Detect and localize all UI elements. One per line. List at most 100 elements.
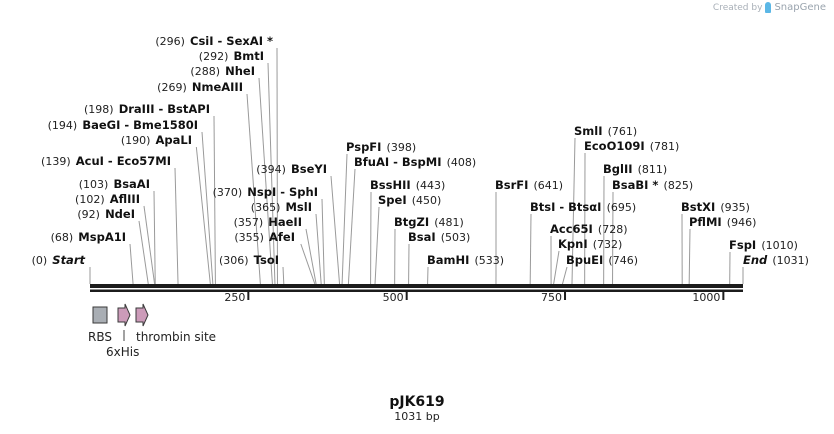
site-position: (1031) bbox=[772, 254, 809, 267]
site-name: BamHI bbox=[427, 253, 469, 267]
restriction-site: BstXI (935) bbox=[681, 200, 750, 214]
site-label: BsaBI * (825) bbox=[612, 174, 693, 193]
site-label: EcoO109I (781) bbox=[584, 135, 679, 154]
rbs-box-icon bbox=[92, 306, 108, 324]
site-leader-line bbox=[321, 198, 325, 285]
site-label: (394) BseYI bbox=[256, 158, 327, 177]
site-label: (190) ApaLI bbox=[121, 129, 192, 148]
site-label: BfuAI - BspMI (408) bbox=[354, 151, 476, 170]
site-position: (92) bbox=[77, 208, 100, 221]
ruler-ticks: 250 500 750 1000 bbox=[224, 291, 725, 304]
site-label: SpeI (450) bbox=[378, 189, 441, 208]
restriction-site: BtsI - BtsαI (695) bbox=[530, 200, 636, 214]
watermark-prefix: Created by bbox=[712, 2, 763, 13]
restriction-site: (269) NmeAIII bbox=[157, 80, 243, 94]
restriction-site: SmlI (761) bbox=[574, 120, 637, 139]
restriction-site: BsrFI (641) bbox=[495, 178, 564, 192]
site-leader-line bbox=[688, 228, 691, 285]
restriction-site: (103) BsaAI bbox=[79, 177, 150, 191]
site-name: AcuI - Eco57MI bbox=[76, 154, 171, 168]
site-name: PflMI bbox=[689, 215, 722, 229]
site-name: AfeI bbox=[269, 230, 295, 244]
site-name: NheI bbox=[225, 64, 255, 78]
snapgene-watermark: Created by SnapGene bbox=[713, 2, 826, 13]
site-position: (306) bbox=[219, 254, 249, 267]
tick-mark bbox=[247, 292, 250, 300]
site-name: NmeAIII bbox=[192, 80, 243, 94]
restriction-site: FspI (1010) bbox=[729, 234, 798, 253]
site-position: (481) bbox=[434, 216, 464, 229]
site-name: BsaBI * bbox=[612, 178, 658, 192]
site-name: TsoI bbox=[254, 253, 279, 267]
site-name: MspA1I bbox=[78, 230, 126, 244]
site-name: BfuAI - BspMI bbox=[354, 155, 441, 169]
site-name: KpnI bbox=[558, 237, 588, 251]
site-position: (365) bbox=[251, 201, 281, 214]
site-position: (394) bbox=[256, 163, 286, 176]
site-name: AflIII bbox=[110, 192, 140, 206]
site-labels: (0) Start (68) MspA1I (92) NdeI(102) AflII… bbox=[32, 30, 809, 268]
site-leader-line bbox=[341, 153, 348, 285]
restriction-site: (355) AfeI bbox=[234, 230, 295, 244]
site-label: BsaI (503) bbox=[408, 226, 470, 245]
sequence-backbone bbox=[90, 284, 743, 292]
site-name: EcoO109I bbox=[584, 139, 645, 153]
site-position: (288) bbox=[190, 65, 220, 78]
tick-label: 500 bbox=[383, 291, 404, 304]
feature-6xhis[interactable]: 6xHis bbox=[106, 303, 139, 359]
restriction-site: BamHI (533) bbox=[427, 253, 504, 267]
site-position: (198) bbox=[84, 103, 114, 116]
site-label: (370) NspI - SphI bbox=[213, 181, 318, 200]
site-leader-line bbox=[201, 131, 214, 285]
site-label: End (1031) bbox=[743, 249, 809, 268]
feature-arrow-icon bbox=[117, 303, 131, 327]
tick-mark bbox=[405, 292, 408, 300]
site-label: (194) BaeGI - Bme1580I bbox=[48, 114, 198, 133]
site-position: (811) bbox=[638, 163, 668, 176]
site-label: PflMI (946) bbox=[689, 211, 756, 230]
site-leader-line bbox=[529, 213, 532, 285]
feature-rbs[interactable]: RBS bbox=[88, 306, 112, 344]
feature-label: RBS bbox=[88, 330, 112, 344]
site-label: FspI (1010) bbox=[729, 234, 798, 253]
site-label: (296) CsiI - SexAI * bbox=[155, 30, 273, 49]
tick-mark bbox=[564, 292, 567, 300]
site-name: BpuEI bbox=[566, 253, 603, 267]
restriction-site: SpeI (450) bbox=[378, 189, 441, 208]
watermark-brand: SnapGene bbox=[774, 2, 826, 13]
restriction-site: (194) BaeGI - Bme1580I bbox=[48, 114, 198, 133]
feature-thrombin-site[interactable]: thrombin site bbox=[135, 303, 216, 344]
restriction-site: Acc65I (728) bbox=[550, 222, 628, 236]
site-name: HaeII bbox=[268, 215, 302, 229]
tick-label: 750 bbox=[541, 291, 562, 304]
plasmid-length: 1031 bp bbox=[394, 410, 440, 423]
feature-label: 6xHis bbox=[106, 345, 139, 359]
snapgene-logo-icon bbox=[765, 2, 772, 13]
restriction-site: (139) AcuI - Eco57MI bbox=[41, 150, 171, 169]
site-position: (825) bbox=[664, 179, 694, 192]
restriction-site: (365) MslI bbox=[251, 200, 312, 214]
site-label: (139) AcuI - Eco57MI bbox=[41, 150, 171, 169]
site-position: (728) bbox=[598, 223, 628, 236]
site-position: (641) bbox=[534, 179, 564, 192]
site-label: SmlI (761) bbox=[574, 120, 637, 139]
site-leader-line bbox=[553, 250, 560, 285]
site-leader-line bbox=[562, 266, 568, 285]
site-leader-line bbox=[300, 243, 316, 285]
site-name: BglII bbox=[603, 162, 633, 176]
site-leader-line bbox=[315, 213, 322, 285]
site-label: (306) TsoI bbox=[219, 249, 279, 268]
restriction-site: (92) NdeI bbox=[77, 207, 135, 221]
site-name: BmtI bbox=[233, 49, 264, 63]
site-position: (503) bbox=[441, 231, 471, 244]
site-position: (296) bbox=[155, 35, 185, 48]
site-position: (1010) bbox=[761, 239, 798, 252]
backbone-top-strand bbox=[90, 284, 743, 288]
site-leader-line bbox=[347, 168, 356, 285]
site-position: (357) bbox=[234, 216, 264, 229]
site-position: (746) bbox=[608, 254, 638, 267]
site-label: BssHII (443) bbox=[370, 174, 445, 193]
restriction-site: PspFI (398) bbox=[346, 140, 416, 154]
site-leader-line bbox=[138, 220, 149, 285]
site-position: (732) bbox=[593, 238, 623, 251]
